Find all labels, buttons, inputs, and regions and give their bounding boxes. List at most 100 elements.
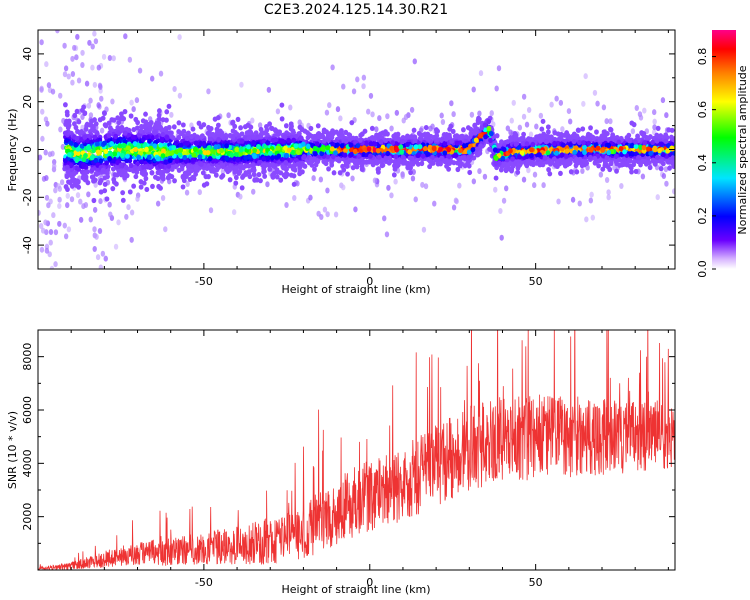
spectrum-noise-dot: [44, 247, 50, 254]
spectrum-noise-dot: [98, 198, 103, 205]
spectrum-noise-dot: [412, 58, 417, 65]
spectrum-band-dot: [392, 166, 398, 172]
spectrum-band-dot: [110, 166, 116, 172]
spectrum-noise-dot: [382, 215, 387, 222]
spectrum-band-dot: [258, 126, 264, 133]
spectrum-band-dot: [400, 154, 406, 160]
spectrum-band-dot: [647, 134, 653, 140]
spectrum-noise-dot: [92, 206, 98, 213]
spectrum-band-dot: [128, 113, 134, 119]
spectrum-noise-dot: [55, 30, 60, 34]
spectrum-band-dot: [153, 174, 158, 180]
spectrum-noise-dot: [43, 219, 48, 226]
spectrum-noise-dot: [341, 184, 346, 191]
spectrum-band-dot: [520, 135, 526, 141]
spectrum-noise-dot: [532, 182, 537, 189]
spectrum-band-dot: [91, 197, 97, 204]
spectrum-band-dot: [230, 120, 235, 126]
spectrum-band-dot: [91, 147, 96, 154]
spectrum-band-dot: [579, 162, 585, 169]
spectrum-band-dot: [168, 133, 174, 139]
spectrum-noise-dot: [549, 101, 554, 108]
figure-title: C2E3.2024.125.14.30.R21: [264, 2, 448, 18]
spectrum-noise-dot: [521, 113, 527, 120]
spectrum-band-dot: [654, 132, 660, 138]
spectrum-band-dot: [411, 127, 417, 133]
spectrum-noise-dot: [630, 128, 636, 135]
spectrum-noise-dot: [409, 106, 415, 113]
spectrum-band-dot: [164, 109, 170, 115]
spectrum-noise-dot: [335, 106, 341, 113]
spectrum-noise-dot: [69, 196, 75, 203]
spectrum-band-dot: [329, 159, 334, 166]
spectrum-band-dot: [165, 151, 171, 157]
spectrum-band-dot: [64, 173, 70, 179]
spectrum-band-dot: [94, 171, 100, 177]
spectrum-band-dot: [193, 171, 199, 177]
spectrum-band-dot: [326, 166, 331, 172]
spectrum-band-dot: [131, 183, 137, 189]
spectrum-band-dot: [102, 188, 108, 194]
spectrum-noise-dot: [566, 108, 572, 115]
spectrum-band-dot: [472, 123, 478, 129]
spectrum-band-dot: [73, 142, 79, 148]
spectrum-band-dot: [393, 132, 398, 138]
spectrum-noise-dot: [508, 129, 513, 136]
spectrum-noise-dot: [57, 185, 62, 192]
spectrum-band-dot: [396, 159, 402, 165]
spectrum-band-dot: [521, 131, 527, 137]
spectrum-noise-dot: [150, 75, 155, 82]
spectrum-band-dot: [115, 115, 121, 121]
spectrum-noise-dot: [560, 126, 565, 133]
spectrum-band-dot: [386, 155, 392, 161]
spectrum-band-dot: [540, 118, 546, 124]
spectrum-noise-dot: [489, 110, 494, 117]
spectrum-band-dot: [658, 133, 664, 139]
spectrum-noise-dot: [53, 187, 58, 194]
spectrum-band-dot: [364, 159, 369, 165]
spectrum-band-dot: [279, 116, 285, 122]
spectrum-band-dot: [296, 131, 302, 137]
spectrum-noise-dot: [370, 111, 375, 118]
spectrum-noise-dot: [137, 67, 143, 74]
spectrum-noise-dot: [62, 222, 67, 229]
spectrum-band-dot: [312, 166, 317, 172]
spectrum-noise-dot: [333, 211, 339, 218]
spectrum-band-dot: [150, 183, 155, 189]
spectrum-noise-dot: [44, 61, 49, 68]
spectrum-band-dot: [270, 162, 276, 168]
spectrum-band-dot: [545, 129, 551, 135]
spectrum-noise-dot: [534, 123, 539, 130]
spectrum-noise-dot: [664, 112, 669, 119]
spectrum-noise-dot: [78, 198, 83, 205]
spectrum-band-dot: [267, 166, 273, 172]
spectrum-noise-dot: [288, 104, 293, 111]
spectrum-noise-dot: [46, 202, 51, 209]
spectrum-band-dot: [227, 177, 233, 183]
spectrum-band-dot: [66, 179, 72, 185]
spectrum-band-dot: [144, 186, 150, 193]
spectrum-noise-dot: [185, 181, 190, 188]
spectrum-band-dot: [120, 197, 126, 203]
spectrum-noise-dot: [325, 187, 330, 194]
spectrum-band-dot: [468, 126, 474, 132]
spectrum-band-dot: [185, 163, 191, 169]
spectrum-noise-dot: [570, 196, 576, 203]
spectrum-band-dot: [305, 134, 311, 141]
spectrum-band-dot: [419, 160, 425, 167]
spectrum-noise-dot: [155, 200, 161, 207]
spectrum-noise-dot: [172, 85, 177, 92]
spectrum-band-dot: [121, 116, 127, 122]
spectrum-noise-dot: [394, 109, 400, 116]
spectrum-noise-dot: [40, 135, 45, 142]
spectrum-noise-dot: [45, 120, 50, 127]
spectrum-band-dot: [72, 121, 77, 127]
spectrum-noise-dot: [478, 70, 484, 77]
spectrum-noise-dot: [80, 61, 85, 68]
spectrum-band-dot: [204, 181, 210, 187]
spectrum-noise-dot: [78, 216, 84, 223]
spectrum-band-dot: [298, 135, 304, 141]
spectrum-noise-dot: [96, 64, 102, 71]
spectrum-noise-dot: [327, 102, 332, 109]
spectrum-band-dot: [73, 150, 79, 156]
